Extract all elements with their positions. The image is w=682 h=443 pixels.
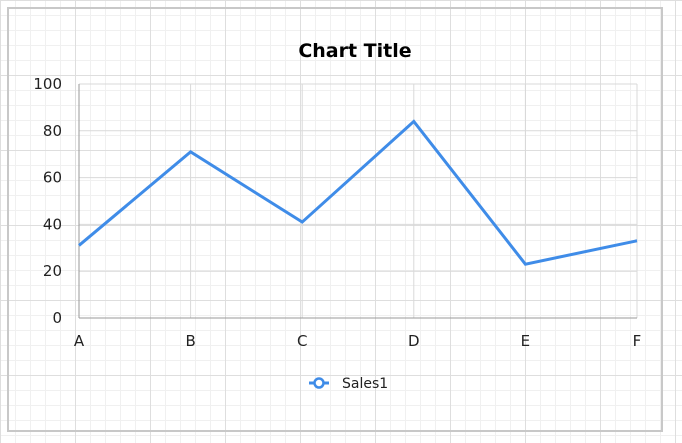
y-tick-label-20: 20 [43, 262, 62, 280]
legend-marker-icon [313, 377, 325, 389]
chart-title: Chart Title [298, 40, 411, 62]
x-tick-label-E: E [521, 332, 530, 350]
x-tick-label-C: C [297, 332, 307, 350]
y-axis-ticks: 0 20 40 60 80 100 [33, 75, 62, 327]
data-point-F[interactable] [631, 235, 643, 247]
legend[interactable]: Sales1 [309, 376, 388, 392]
gridlines [78, 83, 638, 319]
y-tick-label-60: 60 [43, 169, 62, 187]
data-point-A[interactable] [73, 239, 85, 251]
chart-frame[interactable] [7, 7, 663, 432]
y-tick-label-80: 80 [43, 122, 62, 140]
series-line-sales1[interactable] [78, 119, 638, 266]
data-point-C[interactable] [296, 216, 308, 228]
y-tick-label-0: 0 [52, 309, 62, 327]
x-tick-label-A: A [74, 332, 85, 350]
data-point-E[interactable] [519, 258, 531, 270]
x-tick-label-F: F [633, 332, 642, 350]
series-group[interactable] [73, 115, 643, 270]
legend-entry-sales1: Sales1 [342, 376, 388, 392]
x-tick-label-B: B [185, 332, 195, 350]
x-axis-ticks: A B C D E F [74, 332, 641, 350]
data-point-D[interactable] [408, 115, 420, 127]
y-tick-label-100: 100 [33, 75, 62, 93]
y-tick-label-40: 40 [43, 215, 62, 233]
x-tick-label-D: D [408, 332, 420, 350]
data-point-B[interactable] [185, 146, 197, 158]
axes [78, 84, 637, 319]
